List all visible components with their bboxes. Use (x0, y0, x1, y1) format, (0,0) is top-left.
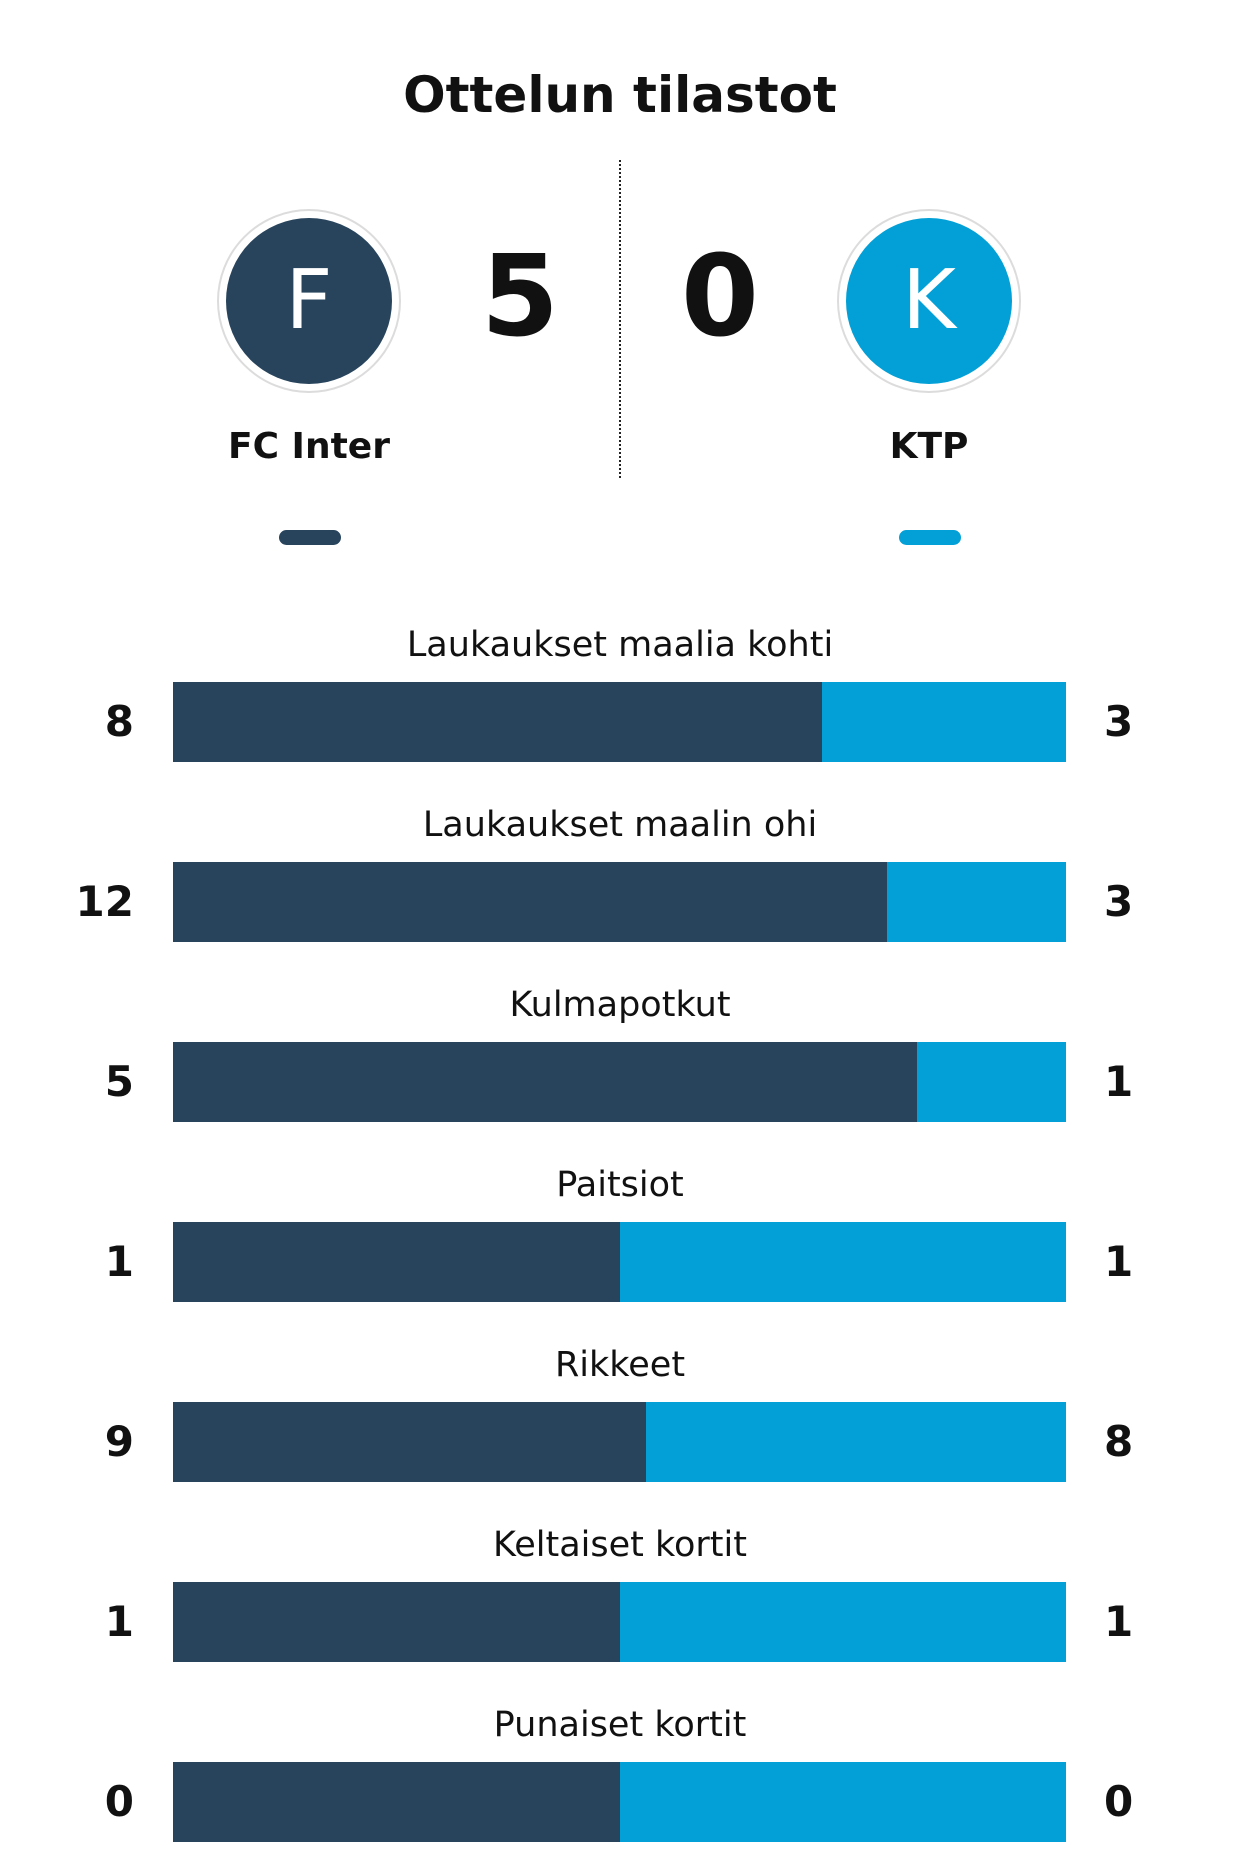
away-team-name: KTP (889, 426, 969, 467)
home-bar-segment (173, 1402, 646, 1482)
away-stat-value: 3 (1104, 877, 1134, 926)
away-score: 0 (681, 232, 759, 362)
stat-label: Paitsiot (556, 1165, 684, 1205)
stat-bar (173, 1222, 1066, 1302)
home-stat-value: 1 (104, 1597, 134, 1646)
home-stat-value: 9 (104, 1417, 134, 1466)
away-bar-segment (887, 862, 1066, 942)
stat-label: Rikkeet (554, 1345, 686, 1385)
home-bar-segment (173, 1762, 620, 1842)
away-stat-value: 1 (1104, 1057, 1134, 1106)
away-bar-segment (645, 1402, 1066, 1482)
stat-label: Keltaiset kortit (493, 1525, 747, 1565)
home-stat-value: 5 (104, 1057, 134, 1106)
away-bar-segment (822, 682, 1066, 762)
stat-label: Laukaukset maalin ohi (422, 805, 818, 845)
away-bar-segment (619, 1582, 1066, 1662)
stat-row: Keltaiset kortit 1 1 (0, 1522, 1240, 1692)
away-team-logo: K (837, 209, 1021, 393)
away-stat-value: 3 (1104, 697, 1134, 746)
stat-row: Kulmapotkut 5 1 (0, 982, 1240, 1152)
away-stat-value: 1 (1104, 1237, 1134, 1286)
home-bar-segment (173, 862, 888, 942)
home-team-initial: F (226, 218, 392, 384)
home-bar-segment (173, 1222, 620, 1302)
home-stat-value: 8 (104, 697, 134, 746)
stat-row: Paitsiot 1 1 (0, 1162, 1240, 1332)
home-stat-value: 0 (104, 1777, 134, 1826)
page-title: Ottelun tilastot (403, 66, 837, 124)
home-team-logo: F (217, 209, 401, 393)
home-bar-segment (173, 1042, 918, 1122)
stat-row: Laukaukset maalia kohti 8 3 (0, 622, 1240, 792)
away-stat-value: 8 (1104, 1417, 1134, 1466)
away-bar-segment (917, 1042, 1066, 1122)
center-divider (619, 160, 621, 478)
away-color-legend (899, 530, 961, 545)
stat-bar (173, 682, 1066, 762)
stat-bar (173, 1402, 1066, 1482)
home-bar-segment (173, 682, 823, 762)
stat-bar (173, 1762, 1066, 1842)
away-bar-segment (619, 1762, 1066, 1842)
stat-row: Rikkeet 9 8 (0, 1342, 1240, 1512)
home-stat-value: 12 (75, 877, 134, 926)
home-score: 5 (481, 232, 559, 362)
stat-label: Kulmapotkut (509, 985, 731, 1025)
home-stat-value: 1 (104, 1237, 134, 1286)
away-stat-value: 1 (1104, 1597, 1134, 1646)
away-bar-segment (619, 1222, 1066, 1302)
away-team-initial: K (846, 218, 1012, 384)
home-team-name: FC Inter (228, 426, 390, 467)
stat-label: Laukaukset maalia kohti (406, 625, 834, 665)
stat-bar (173, 862, 1066, 942)
stat-bar (173, 1042, 1066, 1122)
home-bar-segment (173, 1582, 620, 1662)
stat-row: Punaiset kortit 0 0 (0, 1702, 1240, 1872)
stat-label: Punaiset kortit (493, 1705, 747, 1745)
away-stat-value: 0 (1104, 1777, 1134, 1826)
stat-bar (173, 1582, 1066, 1662)
stat-row: Laukaukset maalin ohi 12 3 (0, 802, 1240, 972)
home-color-legend (279, 530, 341, 545)
